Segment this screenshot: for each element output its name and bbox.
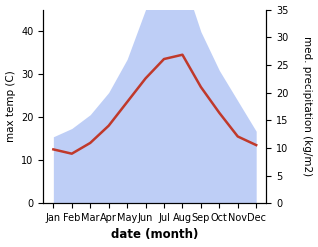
X-axis label: date (month): date (month) bbox=[111, 228, 198, 242]
Y-axis label: max temp (C): max temp (C) bbox=[5, 70, 16, 142]
Y-axis label: med. precipitation (kg/m2): med. precipitation (kg/m2) bbox=[302, 36, 313, 176]
